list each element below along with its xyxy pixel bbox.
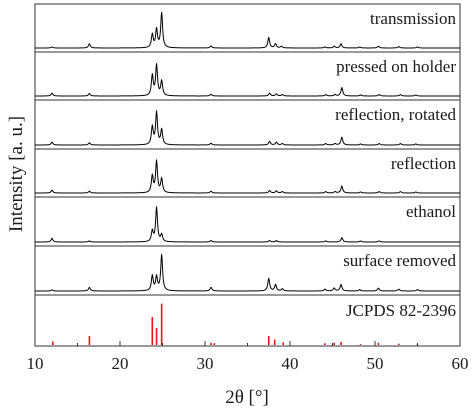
x-tick-label: 20: [112, 354, 129, 373]
y-axis-title: Intensity [a. u.]: [6, 116, 27, 232]
series-group: transmission pressed on holder reflection,…: [34, 9, 461, 292]
series-trace: [34, 110, 461, 146]
x-tick-label: 30: [197, 354, 214, 373]
series-label: reflection: [391, 154, 457, 173]
reference-label: JCPDS 82-2396: [346, 301, 456, 320]
series-trace: [34, 206, 461, 243]
series-label: transmission: [370, 9, 456, 28]
x-axis: 10 20 30 40 50 60: [27, 341, 469, 373]
series-trace: [34, 63, 461, 97]
series-trace: [34, 11, 461, 49]
x-axis-title: 2θ [°]: [225, 387, 269, 408]
x-tick-label: 40: [282, 354, 299, 373]
series-label: pressed on holder: [336, 57, 456, 76]
reference-sticks-group: JCPDS 82-2396: [52, 301, 456, 345]
series-label: ethanol: [406, 202, 456, 221]
series-trace: [34, 159, 461, 194]
x-tick-label: 10: [27, 354, 44, 373]
x-tick-label: 60: [452, 354, 469, 373]
series-label: surface removed: [343, 251, 456, 270]
x-tick-label: 50: [367, 354, 384, 373]
plot-frame: [34, 3, 461, 347]
series-trace: [34, 253, 461, 292]
series-label: reflection, rotated: [335, 105, 456, 124]
